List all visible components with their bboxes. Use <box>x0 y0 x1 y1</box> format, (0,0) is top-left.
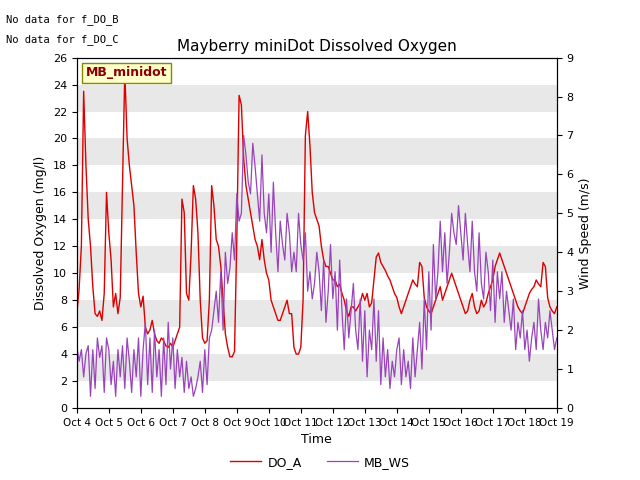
Bar <box>77 381 557 408</box>
Bar <box>77 111 557 138</box>
Bar <box>77 166 557 192</box>
Bar <box>77 192 557 219</box>
Bar <box>77 138 557 166</box>
Bar <box>77 327 557 354</box>
Bar <box>77 84 557 111</box>
Text: No data for f_DO_B: No data for f_DO_B <box>6 14 119 25</box>
Bar <box>77 273 557 300</box>
Legend: DO_A, MB_WS: DO_A, MB_WS <box>225 451 415 474</box>
Bar <box>77 246 557 273</box>
X-axis label: Time: Time <box>301 433 332 446</box>
Bar <box>77 354 557 381</box>
Text: No data for f_DO_C: No data for f_DO_C <box>6 34 119 45</box>
Title: Mayberry miniDot Dissolved Oxygen: Mayberry miniDot Dissolved Oxygen <box>177 39 457 54</box>
Bar <box>77 219 557 246</box>
Bar <box>77 300 557 327</box>
Bar <box>77 58 557 84</box>
Y-axis label: Wind Speed (m/s): Wind Speed (m/s) <box>579 177 592 288</box>
Y-axis label: Dissolved Oxygen (mg/l): Dissolved Oxygen (mg/l) <box>35 156 47 310</box>
